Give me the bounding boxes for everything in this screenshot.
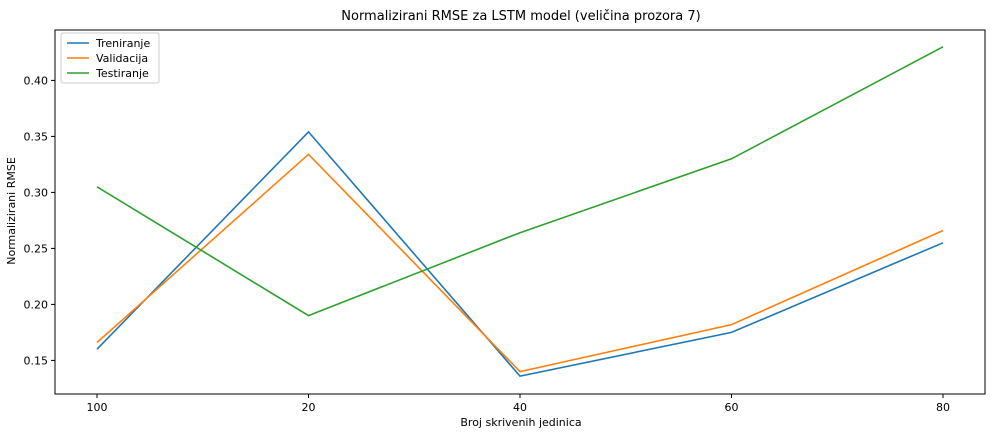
y-tick-label: 0.30: [24, 186, 49, 199]
series-line-validacija: [96, 153, 944, 373]
y-tick-label: 0.25: [24, 242, 49, 255]
legend: Treniranje Validacija Testiranje: [60, 32, 160, 84]
x-tick-label: 60: [725, 401, 739, 414]
y-tick-label: 0.35: [24, 130, 49, 143]
y-tick-label: 0.40: [24, 74, 49, 87]
x-tick-label: 100: [87, 401, 108, 414]
x-tick-label: 40: [513, 401, 527, 414]
legend-label: Validacija: [96, 52, 148, 65]
plot-area: [54, 29, 986, 395]
legend-label: Testiranje: [95, 67, 149, 80]
series-line-treniranje: [96, 130, 944, 377]
y-axis-ticks: 0.15 0.20 0.25 0.30 0.35 0.40: [24, 74, 55, 367]
chart-title: Normalizirani RMSE za LSTM model (veliči…: [341, 9, 700, 24]
x-tick-label: 20: [302, 401, 316, 414]
x-axis-label: Broj skrivenih jedinica: [460, 416, 581, 429]
legend-label: Treniranje: [95, 37, 150, 50]
y-tick-label: 0.20: [24, 298, 49, 311]
series-line-testiranje: [96, 46, 944, 317]
legend-box: [60, 32, 160, 84]
x-tick-label: 80: [936, 401, 950, 414]
x-axis-ticks: 100 20 40 60 80: [87, 394, 950, 414]
y-tick-label: 0.15: [24, 354, 49, 367]
y-axis-label: Normalizirani RMSE: [5, 157, 18, 265]
series-lines: [96, 46, 944, 377]
